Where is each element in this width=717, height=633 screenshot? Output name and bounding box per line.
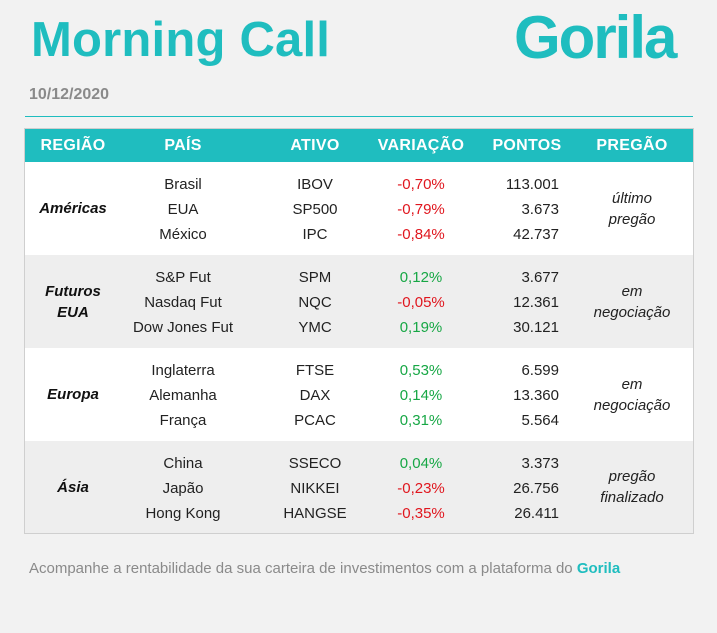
asset-cell: NQC (298, 294, 332, 311)
country-cell: México (159, 226, 207, 243)
column-header-pais: PAÍS (164, 137, 202, 154)
variation-cell: 0,53% (399, 362, 443, 379)
trading-status-line: negociação (593, 303, 671, 321)
region-group-europa: Europa Inglaterra FTSE 0,53% 6.599 Alemanha DA… (25, 348, 693, 441)
page-title: Morning Call (31, 13, 331, 67)
asset-cell: YMC (298, 319, 332, 336)
country-cell: EUA (167, 201, 199, 218)
variation-cell: 0,19% (399, 319, 443, 336)
asset-cell: NIKKEI (290, 480, 340, 497)
trading-status: último pregão (573, 188, 691, 230)
variation-cell: -0,35% (397, 505, 445, 522)
trading-status: em negociação (573, 374, 691, 416)
column-header-ativo: ATIVO (290, 137, 340, 154)
points-cell: 3.373 (521, 455, 559, 472)
variation-cell: 0,31% (399, 412, 443, 429)
points-cell: 30.121 (513, 319, 559, 336)
country-cell: Dow Jones Fut (132, 319, 234, 336)
points-cell: 13.360 (513, 387, 559, 404)
gorila-logo: Gorila (514, 4, 677, 71)
column-header-pregao: PREGÃO (596, 137, 668, 154)
points-cell: 3.673 (521, 201, 559, 218)
footer-text: Acompanhe a rentabilidade da sua carteir… (29, 560, 573, 577)
trading-status-line: pregão (608, 210, 656, 228)
points-cell: 5.564 (521, 412, 559, 429)
column-header-regiao: REGIÃO (40, 137, 106, 154)
region-label: Europa (31, 384, 115, 405)
variation-cell: -0,23% (397, 480, 445, 497)
variation-cell: 0,14% (399, 387, 443, 404)
country-cell: S&P Fut (155, 269, 211, 286)
trading-status: pregão finalizado (573, 466, 691, 508)
variation-cell: 0,04% (399, 455, 443, 472)
report-date: 10/12/2020 (29, 86, 110, 103)
country-cell: Japão (162, 480, 204, 497)
asset-cell: FTSE (295, 362, 335, 379)
footer-brand-link[interactable]: Gorila (576, 560, 621, 577)
region-group-americas: Américas Brasil IBOV -0,70% 113.001 EUA SP500 -… (25, 162, 693, 255)
variation-cell: -0,79% (397, 201, 445, 218)
points-cell: 26.756 (513, 480, 559, 497)
asset-cell: IBOV (297, 176, 333, 193)
trading-status: em negociação (573, 281, 691, 323)
region-group-futuros-eua: Futuros EUA S&P Fut SPM 0,12% 3.677 Nasdaq Fut… (25, 255, 693, 348)
points-cell: 42.737 (513, 226, 559, 243)
asset-cell: DAX (299, 387, 331, 404)
points-cell: 113.001 (505, 176, 559, 193)
asset-cell: SSECO (288, 455, 342, 472)
country-cell: Inglaterra (151, 362, 215, 379)
country-cell: Brasil (164, 176, 202, 193)
asset-cell: PCAC (294, 412, 336, 429)
region-label-line: Futuros (45, 282, 101, 300)
trading-status-line: negociação (593, 396, 671, 414)
column-header-variacao: VARIAÇÃO (377, 137, 465, 154)
country-cell: Nasdaq Fut (144, 294, 222, 311)
header-divider (25, 116, 693, 117)
points-cell: 26.411 (514, 505, 559, 522)
region-group-asia: Ásia China SSECO 0,04% 3.373 Japão NIKKEI -0,23… (25, 441, 693, 533)
country-cell: Hong Kong (145, 505, 221, 522)
points-cell: 6.599 (521, 362, 559, 379)
points-cell: 12.361 (513, 294, 559, 311)
country-cell: Alemanha (149, 387, 217, 404)
asset-cell: IPC (302, 226, 328, 243)
trading-status-line: em (621, 375, 643, 393)
variation-cell: 0,12% (399, 269, 443, 286)
trading-status-line: pregão (608, 468, 656, 485)
region-label: Américas (31, 198, 115, 219)
country-cell: China (163, 455, 203, 472)
asset-cell: SP500 (292, 201, 338, 218)
variation-cell: -0,05% (397, 294, 445, 311)
trading-status-line: em (621, 282, 643, 300)
region-label-line: Europa (47, 386, 99, 403)
asset-cell: SPM (298, 269, 332, 286)
footer-note: Acompanhe a rentabilidade da sua carteir… (29, 560, 620, 577)
region-label: Futuros EUA (31, 281, 115, 323)
asset-cell: HANGSE (283, 505, 347, 522)
column-header-pontos: PONTOS (492, 137, 562, 154)
variation-cell: -0,84% (397, 226, 445, 243)
country-cell: França (159, 412, 207, 429)
market-table: REGIÃO PAÍS ATIVO VARIAÇÃO PONTOS PREGÃO… (24, 128, 694, 534)
variation-cell: -0,70% (397, 176, 445, 193)
region-label-line: Américas (39, 200, 107, 217)
region-label-line: EUA (57, 303, 89, 321)
trading-status-line: último (611, 189, 652, 207)
region-label: Ásia (31, 477, 115, 498)
trading-status-line: finalizado (600, 489, 664, 506)
table-header: REGIÃO PAÍS ATIVO VARIAÇÃO PONTOS PREGÃO (25, 129, 693, 162)
region-label-line: Ásia (57, 478, 89, 496)
points-cell: 3.677 (521, 269, 559, 286)
